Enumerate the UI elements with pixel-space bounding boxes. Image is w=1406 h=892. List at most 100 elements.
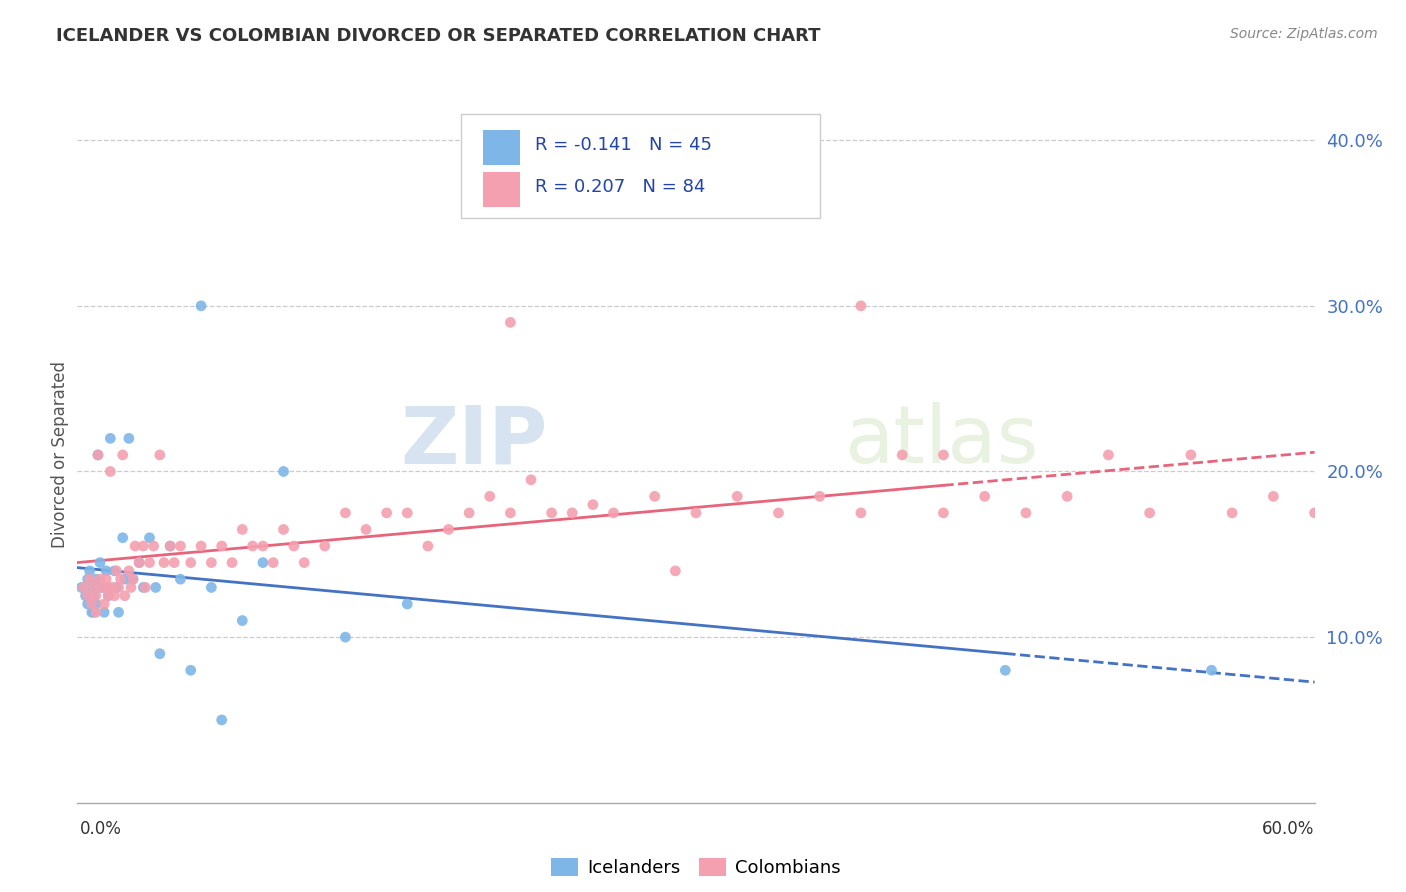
Point [105, 581, 128, 595]
Point [87, 448, 110, 462]
Point [128, 556, 150, 570]
Point [932, 506, 955, 520]
Point [520, 473, 543, 487]
Point [84, 597, 107, 611]
Text: R = -0.141   N = 45: R = -0.141 N = 45 [536, 136, 711, 154]
Text: atlas: atlas [845, 402, 1039, 480]
Point [231, 523, 253, 537]
Point [273, 465, 295, 479]
Point [128, 556, 150, 570]
Point [111, 448, 134, 462]
Point [76, 597, 98, 611]
Point [602, 506, 624, 520]
Point [932, 448, 955, 462]
Point [768, 506, 790, 520]
Point [153, 556, 176, 570]
Point [314, 539, 336, 553]
Text: 0.0%: 0.0% [80, 820, 122, 838]
Point [396, 506, 419, 520]
Point [159, 539, 181, 553]
Point [120, 581, 142, 595]
Point [252, 539, 274, 553]
Point [89, 556, 111, 570]
Point [1263, 489, 1285, 503]
Point [122, 572, 145, 586]
Point [80, 597, 103, 611]
Point [478, 489, 501, 503]
Point [973, 489, 995, 503]
Point [96, 572, 118, 586]
Point [70, 581, 93, 595]
Point [118, 564, 141, 578]
Point [664, 564, 686, 578]
Point [163, 556, 186, 570]
Point [335, 630, 357, 644]
Point [98, 465, 121, 479]
Point [132, 539, 155, 553]
Point [1303, 506, 1326, 520]
Legend: Icelanders, Colombians: Icelanders, Colombians [544, 850, 848, 884]
Point [80, 581, 103, 595]
Point [499, 315, 522, 329]
Point [644, 489, 666, 503]
Point [76, 589, 98, 603]
Point [87, 581, 110, 595]
Point [83, 581, 105, 595]
Point [169, 572, 191, 586]
Point [114, 572, 136, 586]
Point [89, 572, 111, 586]
Point [252, 556, 274, 570]
Point [458, 506, 481, 520]
Point [103, 589, 125, 603]
Point [142, 539, 165, 553]
Point [1201, 663, 1223, 677]
Point [283, 539, 305, 553]
Point [76, 572, 98, 586]
Point [101, 581, 124, 595]
Point [375, 506, 398, 520]
Point [132, 581, 155, 595]
Text: Source: ZipAtlas.com: Source: ZipAtlas.com [1230, 27, 1378, 41]
Point [211, 713, 233, 727]
Point [354, 523, 377, 537]
Point [1056, 489, 1078, 503]
Point [149, 647, 172, 661]
Y-axis label: Divorced or Separated: Divorced or Separated [51, 361, 69, 549]
Point [231, 614, 253, 628]
Text: ZIP: ZIP [401, 402, 547, 480]
Point [124, 539, 146, 553]
Point [200, 581, 222, 595]
Point [200, 556, 222, 570]
Point [84, 605, 107, 619]
Point [103, 564, 125, 578]
Text: 60.0%: 60.0% [1263, 820, 1315, 838]
Point [134, 581, 156, 595]
Point [685, 506, 707, 520]
Text: ICELANDER VS COLOMBIAN DIVORCED OR SEPARATED CORRELATION CHART: ICELANDER VS COLOMBIAN DIVORCED OR SEPAR… [56, 27, 821, 45]
Point [891, 448, 914, 462]
Point [107, 581, 129, 595]
Point [396, 597, 419, 611]
Point [98, 431, 121, 445]
Point [159, 539, 181, 553]
Point [72, 581, 94, 595]
Point [416, 539, 439, 553]
Point [111, 531, 134, 545]
Point [725, 489, 748, 503]
Point [96, 564, 118, 578]
Point [83, 605, 105, 619]
Point [994, 663, 1017, 677]
Point [1180, 448, 1202, 462]
Point [292, 556, 315, 570]
Point [107, 605, 129, 619]
Point [79, 572, 101, 586]
Point [1220, 506, 1243, 520]
Point [80, 605, 103, 619]
Text: R = 0.207   N = 84: R = 0.207 N = 84 [536, 178, 706, 196]
Point [93, 597, 115, 611]
Point [211, 539, 233, 553]
Point [1139, 506, 1161, 520]
Point [91, 581, 114, 595]
Point [122, 572, 145, 586]
Point [79, 564, 101, 578]
